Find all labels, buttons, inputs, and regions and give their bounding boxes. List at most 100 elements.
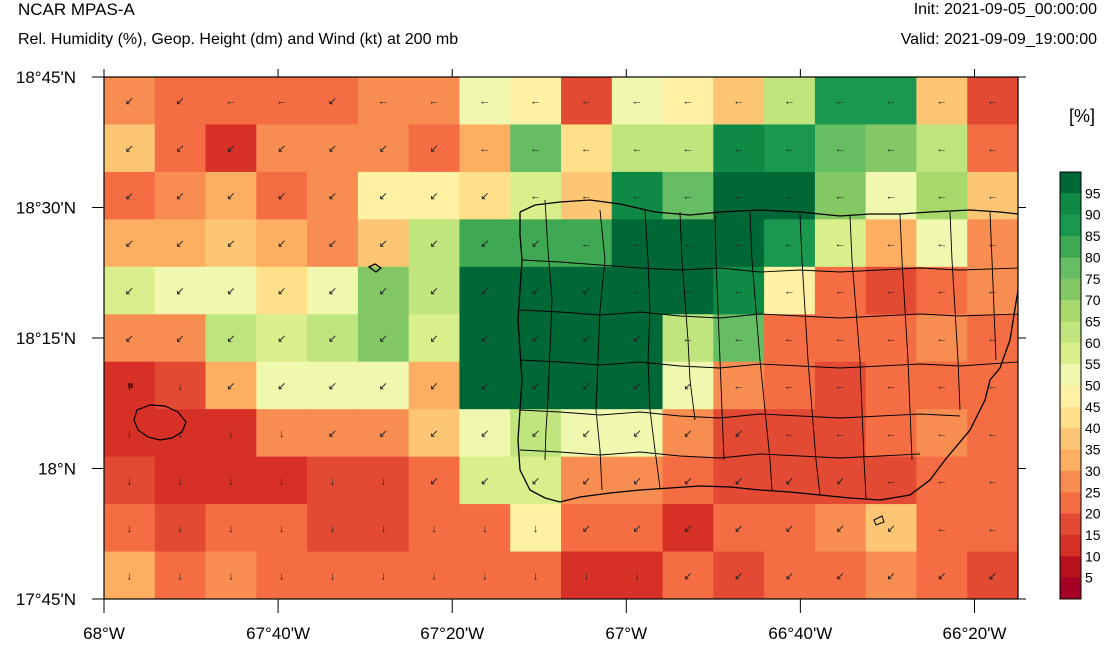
colorbar-label: 40 <box>1085 420 1101 436</box>
lat-label: 18°N <box>38 460 76 479</box>
wind-arrow-icon: ↙ <box>379 333 388 345</box>
humidity-cell <box>814 551 867 599</box>
wind-arrow-icon: ↙ <box>429 380 438 392</box>
humidity-cell <box>561 504 613 553</box>
humidity-cell <box>104 409 156 458</box>
colorbar-swatch <box>1060 321 1081 344</box>
wind-arrow-icon: ↙ <box>379 428 388 440</box>
wind-arrow-icon: ← <box>530 191 541 203</box>
humidity-cell <box>561 124 613 173</box>
humidity-cell <box>662 77 714 126</box>
wind-arrow-icon: ↓ <box>431 570 437 582</box>
wind-arrow-icon: ↙ <box>429 238 438 250</box>
colorbar-label: 60 <box>1085 335 1101 351</box>
colorbar-swatch <box>1060 385 1081 408</box>
humidity-cell <box>256 219 308 268</box>
humidity-cell <box>611 266 664 315</box>
wind-arrow-icon: ← <box>682 286 693 298</box>
wind-arrow-icon: ↙ <box>429 191 438 203</box>
humidity-cell <box>814 171 867 220</box>
humidity-cell <box>916 266 968 315</box>
humidity-cell <box>104 456 156 505</box>
wind-arrow-icon: ↙ <box>836 475 845 487</box>
humidity-cell <box>561 409 613 458</box>
wind-arrow-icon: ↙ <box>125 143 134 155</box>
humidity-cell <box>408 266 461 315</box>
humidity-cell <box>154 314 207 363</box>
humidity-cell <box>104 266 156 315</box>
humidity-cell <box>154 551 207 599</box>
wind-arrow-icon: ↙ <box>836 570 845 582</box>
wind-arrow-icon: ↓ <box>279 475 285 487</box>
wind-arrow-icon: ↓ <box>279 570 285 582</box>
humidity-cell <box>408 456 461 505</box>
wind-arrow-icon: ← <box>936 428 947 440</box>
wind-arrow-icon: ↙ <box>429 333 438 345</box>
humidity-cell <box>205 361 257 410</box>
wind-arrow-icon: ↙ <box>176 191 185 203</box>
humidity-cell <box>611 314 664 363</box>
wind-arrow-icon: ↓ <box>177 428 183 440</box>
wind-arrow-icon: ← <box>632 96 643 108</box>
wind-arrow-icon: ← <box>835 96 846 108</box>
wind-arrow-icon: ← <box>987 523 998 535</box>
wind-arrow-icon: ↙ <box>480 238 489 250</box>
wind-arrow-icon: ↙ <box>125 96 134 108</box>
wind-arrow-icon: ↙ <box>328 333 337 345</box>
wind-arrow-icon: ↙ <box>734 475 743 487</box>
wind-arrow-icon: ↙ <box>176 96 185 108</box>
colorbar-swatch <box>1060 406 1081 429</box>
wind-arrow-icon: ↙ <box>480 286 489 298</box>
wind-arrow-icon: ← <box>835 428 846 440</box>
humidity-cell <box>154 124 207 173</box>
wind-arrow-icon: ↙ <box>379 286 388 298</box>
humidity-cell <box>967 124 1018 173</box>
wind-arrow-icon: ← <box>886 143 897 155</box>
wind-arrow-icon: ↙ <box>328 380 337 392</box>
humidity-cell <box>916 504 968 553</box>
colorbar-label: 90 <box>1085 207 1101 223</box>
humidity-cell <box>916 124 968 173</box>
wind-arrow-icon: ← <box>784 143 795 155</box>
humidity-cell <box>713 551 765 599</box>
wind-arrow-icon: ← <box>987 96 998 108</box>
humidity-cell <box>408 124 461 173</box>
wind-arrow-icon: ↙ <box>480 475 489 487</box>
humidity-cell <box>205 551 257 599</box>
humidity-cell <box>662 361 714 410</box>
wind-arrow-icon: ↙ <box>937 570 946 582</box>
colorbar-label: 5 <box>1085 570 1093 586</box>
humidity-cell <box>459 171 511 220</box>
humidity-cell <box>104 361 156 410</box>
wind-arrow-icon: ← <box>987 380 998 392</box>
wind-arrow-icon: ↙ <box>480 333 489 345</box>
lat-label: 18°15'N <box>16 329 76 348</box>
colorbar-swatch <box>1060 193 1081 216</box>
municipality-borders <box>519 199 1018 499</box>
colorbar-label: 75 <box>1085 271 1101 287</box>
wind-arrow-icon: ↙ <box>277 380 286 392</box>
humidity-cell <box>256 77 308 126</box>
humidity-cell <box>307 77 359 126</box>
humidity-cell <box>307 551 359 599</box>
humidity-cell <box>104 124 156 173</box>
humidity-cell <box>662 124 714 173</box>
humidity-cell <box>611 551 664 599</box>
humidity-cell <box>307 266 359 315</box>
colorbar-swatch <box>1060 236 1081 258</box>
humidity-cell <box>713 456 765 505</box>
wind-arrow-icon: ← <box>886 475 897 487</box>
humidity-cell <box>408 551 461 599</box>
wind-arrow-icon: ↙ <box>531 238 540 250</box>
wind-arrow-icon: ↓ <box>533 523 539 535</box>
wind-arrow-icon: ← <box>886 428 897 440</box>
wind-arrow-icon: ↙ <box>734 570 743 582</box>
wind-arrow-icon: ← <box>987 475 998 487</box>
wind-arrow-icon: ↙ <box>379 143 388 155</box>
colorbar-label: 35 <box>1085 442 1101 458</box>
wind-arrow-icon: ← <box>784 286 795 298</box>
wind-arrow-icon: ↙ <box>836 523 845 535</box>
humidity-cell <box>459 456 511 505</box>
wind-arrow-icon: ↓ <box>177 475 183 487</box>
